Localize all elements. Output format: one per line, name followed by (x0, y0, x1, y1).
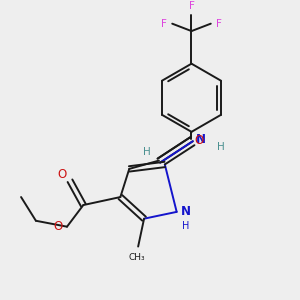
Text: H: H (143, 147, 151, 157)
Text: F: F (161, 19, 167, 29)
Text: F: F (189, 2, 194, 11)
Text: F: F (216, 19, 222, 29)
Text: H: H (182, 221, 190, 231)
Text: N: N (181, 206, 191, 218)
Text: H: H (217, 142, 225, 152)
Text: O: O (194, 134, 203, 147)
Text: N: N (195, 133, 206, 146)
Text: O: O (57, 168, 66, 181)
Text: O: O (53, 220, 62, 233)
Text: CH₃: CH₃ (128, 253, 145, 262)
